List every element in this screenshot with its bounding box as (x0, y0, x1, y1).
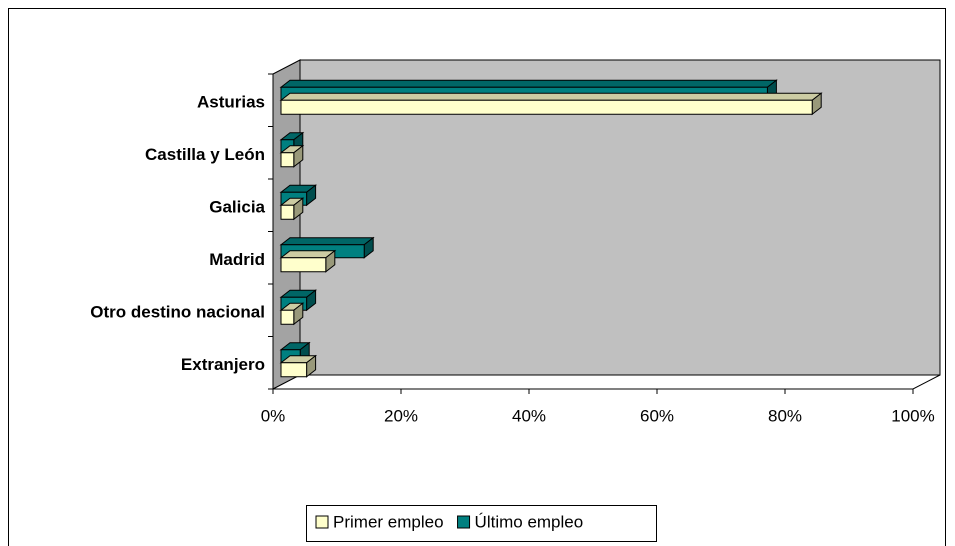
bar-top (279, 237, 375, 246)
x-tick-label: 0% (261, 406, 286, 425)
bar (279, 92, 823, 116)
bar-top (279, 92, 823, 101)
y-tick-label: Extranjero (181, 355, 265, 374)
bar-top (279, 79, 778, 88)
bar-front (280, 257, 327, 273)
y-tick-label: Galicia (209, 198, 265, 217)
bar-front (280, 152, 295, 168)
y-tick-label: Asturias (197, 93, 265, 112)
x-tick-label: 40% (512, 406, 546, 425)
bar (279, 197, 305, 221)
x-tick-label: 60% (640, 406, 674, 425)
bar (279, 144, 305, 168)
legend-swatch (315, 515, 329, 529)
x-tick-label: 80% (768, 406, 802, 425)
bar (279, 249, 337, 273)
y-tick-label: Otro destino nacional (90, 303, 265, 322)
x-tick-label: 20% (384, 406, 418, 425)
x-tick-label: 100% (891, 406, 934, 425)
legend-swatch (457, 515, 471, 529)
y-tick-label: Castilla y León (145, 145, 265, 164)
legend-label: Primer empleo (333, 512, 444, 531)
floor (272, 374, 941, 390)
legend-box (306, 505, 657, 542)
y-tick-label: Madrid (209, 250, 265, 269)
bar-front (280, 204, 295, 220)
bar (279, 302, 305, 326)
bar-front (280, 362, 308, 378)
legend-label: Último empleo (475, 512, 584, 531)
bar (279, 354, 318, 378)
bar-front (280, 309, 295, 325)
bar-front (280, 99, 813, 115)
